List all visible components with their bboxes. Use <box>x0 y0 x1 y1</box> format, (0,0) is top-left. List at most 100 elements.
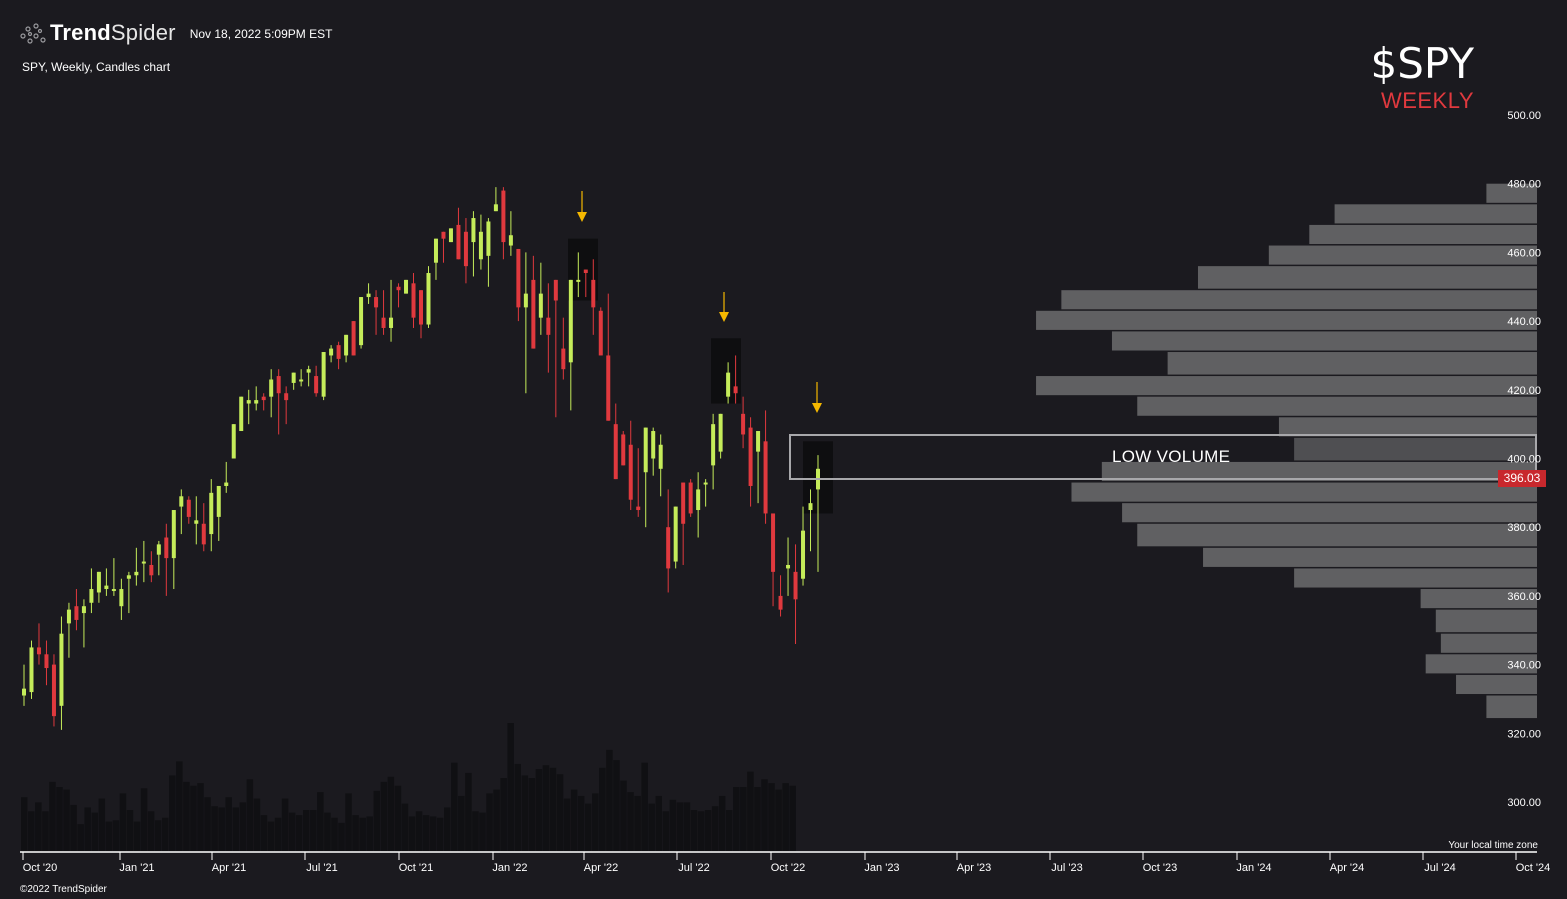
candle-up <box>703 482 708 485</box>
volume-bar <box>726 810 733 851</box>
volume-bar <box>676 802 684 851</box>
volume-bar <box>754 787 761 851</box>
volume-bar <box>747 771 754 851</box>
volume-bar <box>401 803 409 851</box>
timezone-note: Your local time zone <box>1448 840 1538 851</box>
volume-bar <box>479 812 486 851</box>
trendspider-logo: TrendSpider <box>18 20 176 46</box>
candle-down <box>606 355 611 421</box>
candle-down <box>284 393 289 401</box>
volume-bar <box>274 817 282 851</box>
candle-down <box>583 269 588 274</box>
volume-bar <box>733 787 740 851</box>
volume-bar <box>606 749 613 851</box>
time-tick-label: Apr '21 <box>212 862 247 874</box>
volume-profile-bar <box>1036 310 1537 330</box>
candle-up <box>179 496 184 507</box>
candle-up <box>344 334 349 356</box>
candle-up <box>141 561 146 564</box>
volume-bar <box>634 795 641 851</box>
volume-bar <box>563 798 571 851</box>
volume-bar <box>260 815 268 851</box>
candle-down <box>741 413 746 435</box>
candle-down <box>628 444 633 500</box>
volume-bar <box>451 762 458 851</box>
volume-profile-bar <box>1334 204 1537 224</box>
candle-up <box>81 606 86 614</box>
volume-profile-bar <box>1268 245 1537 265</box>
candle-up <box>786 564 791 569</box>
volume-bar <box>585 803 592 851</box>
volume-bar <box>317 792 324 851</box>
volume-bar <box>352 815 359 851</box>
candle-down <box>733 386 738 394</box>
volume-bar <box>345 793 352 851</box>
volume-bar <box>28 811 35 851</box>
candle-up <box>194 520 199 524</box>
volume-bar <box>49 781 56 851</box>
candle-down <box>456 224 461 260</box>
time-tick-label: Jan '23 <box>864 862 899 874</box>
brand-name: TrendSpider <box>50 20 176 45</box>
volume-bar <box>711 806 719 851</box>
volume-profile-bar <box>1137 523 1537 547</box>
volume-bar <box>408 816 416 851</box>
volume-bar <box>84 807 91 851</box>
price-tick-label: 480.00 <box>1507 179 1541 191</box>
candle-down <box>688 482 693 514</box>
candle-down <box>793 571 798 600</box>
candle-up <box>299 379 304 382</box>
candle-down <box>516 248 521 308</box>
candle-up <box>538 293 543 318</box>
time-tick-label: Oct '24 <box>1516 862 1551 874</box>
volume-bar <box>380 781 388 851</box>
price-tick-label: 500.00 <box>1507 110 1541 122</box>
candle-up <box>216 485 221 517</box>
volume-profile-bar <box>1440 633 1537 653</box>
volume-bar <box>662 811 670 851</box>
candle-down <box>149 564 154 576</box>
time-axis[interactable]: Oct '20 Jan '21 Apr '21 Jul '21 Oct '21 Jan '… <box>20 851 1551 874</box>
volume-bar <box>190 785 197 851</box>
volume-profile-bar <box>1486 695 1537 719</box>
volume-bar <box>394 785 402 851</box>
volume-bar <box>91 812 98 851</box>
low-volume-zone[interactable] <box>789 434 1537 480</box>
candle-down <box>636 506 641 511</box>
candle-down <box>201 523 206 545</box>
candle-down <box>314 376 319 394</box>
volume-bar <box>718 795 726 851</box>
volume-bar <box>310 810 317 851</box>
volume-profile-bar <box>1425 654 1537 674</box>
volume-bar <box>77 824 84 851</box>
candle-down <box>336 345 341 359</box>
volume-bar <box>444 807 451 851</box>
candle-down <box>74 606 79 620</box>
candle-up <box>329 348 334 356</box>
volume-profile-bar <box>1036 376 1537 396</box>
time-tick-label: Oct '20 <box>23 862 58 874</box>
volume-bar <box>422 815 430 851</box>
volume-bar <box>239 802 247 851</box>
candle-up <box>66 609 71 624</box>
price-tick-label: 420.00 <box>1507 385 1541 397</box>
candle-up <box>119 589 124 607</box>
price-axis[interactable]: 500.00 480.00 460.00 440.00 420.00 400.00 380.… <box>1507 110 1541 809</box>
volume-bar <box>528 778 536 851</box>
volume-profile-bar <box>1294 437 1537 461</box>
volume-bar <box>140 788 148 851</box>
time-tick-label: Jul '24 <box>1424 862 1455 874</box>
volume-bar <box>98 798 106 851</box>
volume-profile <box>1036 183 1537 719</box>
candle-up <box>658 444 663 469</box>
volume-bar <box>669 799 677 851</box>
candle-down <box>763 441 768 514</box>
candle-up <box>171 510 176 559</box>
candle-up <box>134 571 139 576</box>
candle-down <box>261 396 266 401</box>
volume-bars <box>21 723 796 851</box>
volume-bar <box>613 760 620 851</box>
copyright: ©2022 TrendSpider <box>20 884 107 895</box>
price-tick-label: 460.00 <box>1507 247 1541 259</box>
